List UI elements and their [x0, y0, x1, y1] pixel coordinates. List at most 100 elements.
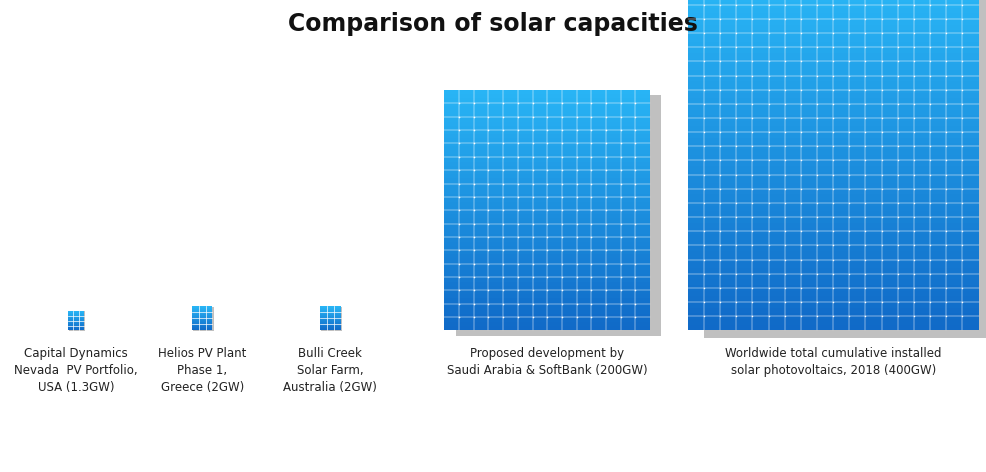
- Bar: [445, 303, 650, 306]
- Bar: [445, 146, 650, 150]
- Bar: [688, 240, 978, 245]
- Bar: [445, 266, 650, 270]
- Bar: [688, 81, 978, 87]
- Bar: [321, 307, 342, 331]
- Text: Worldwide total cumulative installed
solar photovoltaics, 2018 (400GW): Worldwide total cumulative installed sol…: [725, 347, 942, 377]
- Bar: [445, 166, 650, 170]
- Bar: [688, 47, 978, 53]
- Bar: [688, 234, 978, 240]
- Bar: [688, 98, 978, 104]
- Text: Bulli Creek
Solar Farm,
Australia (2GW): Bulli Creek Solar Farm, Australia (2GW): [283, 347, 378, 394]
- Bar: [445, 102, 650, 106]
- Bar: [688, 251, 978, 257]
- Bar: [445, 242, 650, 246]
- Bar: [688, 76, 978, 81]
- Bar: [445, 234, 650, 238]
- Bar: [69, 312, 85, 331]
- Bar: [445, 270, 650, 274]
- Bar: [688, 279, 978, 285]
- Bar: [688, 13, 978, 19]
- Bar: [445, 206, 650, 210]
- Bar: [688, 25, 978, 30]
- Bar: [445, 262, 650, 266]
- Bar: [445, 138, 650, 142]
- Bar: [445, 218, 650, 222]
- Bar: [688, 245, 978, 251]
- Bar: [688, 262, 978, 268]
- Bar: [688, 104, 978, 110]
- Bar: [445, 319, 650, 322]
- Bar: [445, 250, 650, 254]
- Bar: [688, 64, 978, 70]
- Bar: [445, 282, 650, 287]
- Bar: [445, 322, 650, 327]
- Bar: [445, 246, 650, 250]
- Bar: [688, 285, 978, 291]
- Bar: [445, 186, 650, 190]
- Bar: [688, 274, 978, 279]
- Text: Comparison of solar capacities: Comparison of solar capacities: [288, 12, 698, 36]
- Bar: [445, 190, 650, 194]
- Bar: [445, 174, 650, 178]
- Bar: [688, 223, 978, 228]
- Bar: [688, 149, 978, 155]
- Bar: [688, 177, 978, 183]
- Bar: [445, 158, 650, 162]
- Bar: [688, 319, 978, 325]
- Bar: [688, 313, 978, 319]
- Bar: [445, 230, 650, 234]
- Bar: [688, 132, 978, 138]
- Bar: [456, 95, 662, 336]
- Bar: [445, 94, 650, 98]
- Bar: [445, 222, 650, 226]
- Bar: [445, 226, 650, 230]
- Bar: [445, 274, 650, 278]
- Bar: [688, 302, 978, 308]
- Bar: [445, 162, 650, 166]
- Bar: [688, 166, 978, 172]
- Bar: [688, 194, 978, 200]
- Bar: [445, 126, 650, 130]
- Text: Helios PV Plant
Phase 1,
Greece (2GW): Helios PV Plant Phase 1, Greece (2GW): [158, 347, 246, 394]
- Bar: [445, 238, 650, 242]
- Bar: [688, 257, 978, 262]
- Bar: [688, 19, 978, 25]
- Bar: [445, 314, 650, 319]
- Bar: [704, 0, 986, 338]
- Bar: [445, 114, 650, 118]
- Bar: [445, 182, 650, 186]
- Bar: [445, 98, 650, 102]
- Bar: [688, 155, 978, 160]
- Bar: [445, 214, 650, 218]
- Bar: [688, 200, 978, 206]
- Bar: [688, 228, 978, 234]
- Bar: [688, 115, 978, 121]
- Bar: [688, 183, 978, 189]
- Bar: [688, 126, 978, 132]
- Bar: [688, 30, 978, 36]
- Bar: [445, 194, 650, 198]
- Bar: [688, 268, 978, 274]
- Bar: [688, 217, 978, 223]
- Bar: [688, 296, 978, 302]
- Bar: [688, 291, 978, 296]
- Bar: [445, 134, 650, 138]
- Bar: [688, 211, 978, 217]
- Bar: [445, 154, 650, 158]
- Bar: [688, 2, 978, 8]
- Bar: [445, 295, 650, 298]
- Bar: [445, 202, 650, 206]
- Bar: [445, 290, 650, 295]
- Bar: [688, 59, 978, 64]
- Bar: [445, 198, 650, 202]
- Bar: [688, 53, 978, 59]
- Bar: [193, 307, 214, 331]
- Bar: [688, 189, 978, 194]
- Bar: [688, 87, 978, 93]
- Bar: [445, 278, 650, 282]
- Bar: [688, 138, 978, 143]
- Bar: [688, 42, 978, 47]
- Bar: [688, 70, 978, 76]
- Bar: [688, 0, 978, 2]
- Bar: [445, 122, 650, 126]
